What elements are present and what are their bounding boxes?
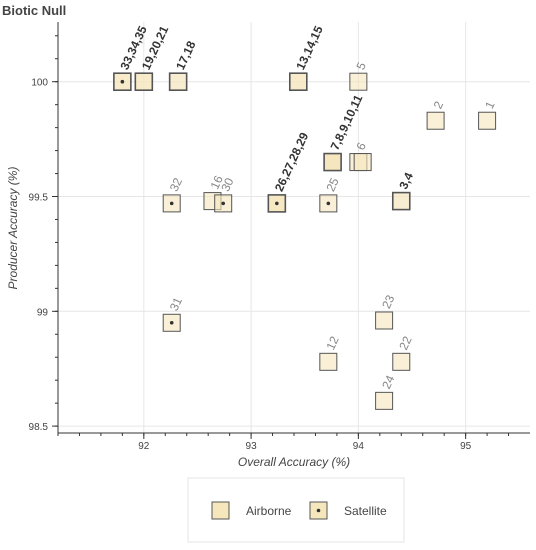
legend-swatch-airborne xyxy=(211,501,230,520)
x-axis-label: Overall Accuracy (%) xyxy=(238,455,350,469)
airborne-point[interactable] xyxy=(392,352,411,371)
satellite-point-dot xyxy=(326,201,331,206)
satellite-point-dot xyxy=(169,320,174,325)
legend-entry-airborne: Airborne xyxy=(246,504,292,518)
y-tick-label: 98.5 xyxy=(29,422,49,433)
point-label: 31 xyxy=(167,295,185,313)
satellite-point-dot xyxy=(120,79,125,84)
y-tick-label: 99.5 xyxy=(29,193,49,204)
airborne-point[interactable] xyxy=(134,72,154,91)
y-tick-label: 100 xyxy=(31,78,48,89)
airborne-point[interactable] xyxy=(478,111,497,130)
ticks: 92 93 94 95 98.5 99 99.5 100 xyxy=(29,35,510,452)
airborne-point[interactable] xyxy=(426,111,445,130)
airborne-point[interactable] xyxy=(323,152,342,172)
legend-swatch-satellite-dot xyxy=(316,508,321,513)
x-tick-label: 93 xyxy=(246,441,258,452)
airborne-point[interactable] xyxy=(288,72,308,91)
point-label: 25 xyxy=(323,175,341,193)
satellite-point-dot xyxy=(275,201,279,206)
point-label: 23 xyxy=(379,292,397,310)
y-tick-label: 99 xyxy=(37,307,49,318)
x-tick-label: 92 xyxy=(138,441,150,452)
airborne-point[interactable] xyxy=(319,352,338,371)
point-label: 3,4 xyxy=(396,170,416,191)
airborne-point[interactable] xyxy=(375,311,394,330)
point-label: 12 xyxy=(323,334,341,352)
point-label: 32 xyxy=(167,175,185,193)
chart-title: Biotic Null xyxy=(2,3,66,18)
point-label: 30 xyxy=(218,175,236,193)
point-label: 24 xyxy=(379,373,397,391)
x-tick-label: 95 xyxy=(460,441,472,452)
legend: Airborne Satellite xyxy=(187,477,405,543)
airborne-point[interactable] xyxy=(353,153,372,172)
satellite-point-dot xyxy=(221,201,225,206)
x-tick-label: 94 xyxy=(353,441,365,452)
airborne-point[interactable] xyxy=(391,191,411,211)
airborne-point[interactable] xyxy=(375,391,394,410)
satellite-point-dot xyxy=(169,201,174,206)
airborne-point[interactable] xyxy=(168,72,188,91)
point-label: 22 xyxy=(396,334,414,352)
legend-box xyxy=(187,477,405,543)
y-axis-label: Producer Accuracy (%) xyxy=(6,167,20,290)
point-label: 16 xyxy=(208,173,226,191)
airborne-point[interactable] xyxy=(349,72,368,91)
legend-entry-satellite: Satellite xyxy=(344,504,387,518)
data-points xyxy=(113,72,497,410)
